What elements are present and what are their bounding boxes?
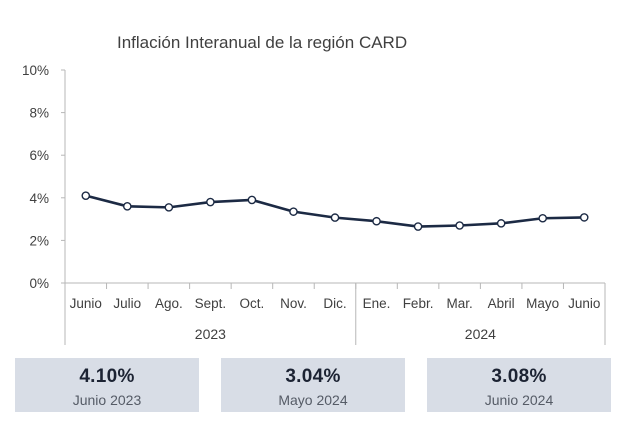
y-tick-label: 4% (29, 191, 49, 206)
data-point (496, 219, 506, 228)
group-label: 2024 (465, 326, 496, 342)
kpi-value: 3.08% (491, 366, 547, 387)
x-tick-label: Dic. (323, 296, 346, 311)
x-tick-label: Ene. (363, 296, 391, 311)
x-tick-label: Julio (113, 296, 141, 311)
y-tick-label: 0% (29, 276, 49, 291)
chart-axes: 10% 8% 6% 4% 2% 0% Junio Julio Ago. Sept. Oct. Nov.… (22, 63, 606, 345)
data-point (372, 216, 381, 226)
kpi-label: Junio 2023 (72, 392, 142, 408)
data-point (247, 195, 257, 205)
kpi-label: Mayo 2024 (278, 392, 348, 408)
x-tick-label: Abril (488, 296, 515, 311)
y-tick-label: 8% (29, 106, 49, 121)
x-tick-label: Mar. (446, 296, 472, 311)
x-tick-label: Oct. (240, 296, 265, 311)
kpi-card-june-2024: 3.08% Junio 2024 (427, 358, 611, 412)
data-point (455, 221, 464, 230)
data-point (330, 213, 340, 222)
inflation-line-chart: Inflación Interanual de la región CARD 1… (22, 33, 606, 345)
data-point (579, 213, 589, 222)
x-tick-label: Junio (568, 296, 600, 311)
x-tick-label: Ago. (155, 296, 183, 311)
data-point (164, 203, 174, 212)
kpi-value: 3.04% (285, 366, 341, 387)
group-label: 2023 (195, 326, 226, 342)
data-point (538, 213, 547, 223)
kpi-row: 4.10% Junio 2023 3.04% Mayo 2024 3.08% J… (15, 358, 612, 412)
kpi-value: 4.10% (79, 366, 135, 387)
series-line (85, 194, 585, 228)
x-tick-label: Sept. (195, 296, 227, 311)
y-tick-label: 10% (22, 63, 49, 78)
data-point (206, 197, 215, 207)
y-tick-label: 6% (29, 148, 49, 163)
x-tick-label: Junio (70, 296, 102, 311)
data-point (123, 202, 132, 211)
chart-title: Inflación Interanual de la región CARD (117, 33, 407, 52)
kpi-label: Junio 2024 (484, 392, 554, 408)
data-point (289, 207, 298, 216)
x-tick-label: Febr. (403, 296, 434, 311)
x-tick-label: Mayo (526, 296, 559, 311)
kpi-card-may-2024: 3.04% Mayo 2024 (221, 358, 405, 412)
chart-marks (81, 191, 589, 231)
data-point (413, 222, 423, 231)
kpi-card-june-2023: 4.10% Junio 2023 (15, 358, 199, 412)
data-point (81, 191, 91, 200)
y-tick-label: 2% (29, 233, 49, 248)
x-tick-label: Nov. (280, 296, 307, 311)
